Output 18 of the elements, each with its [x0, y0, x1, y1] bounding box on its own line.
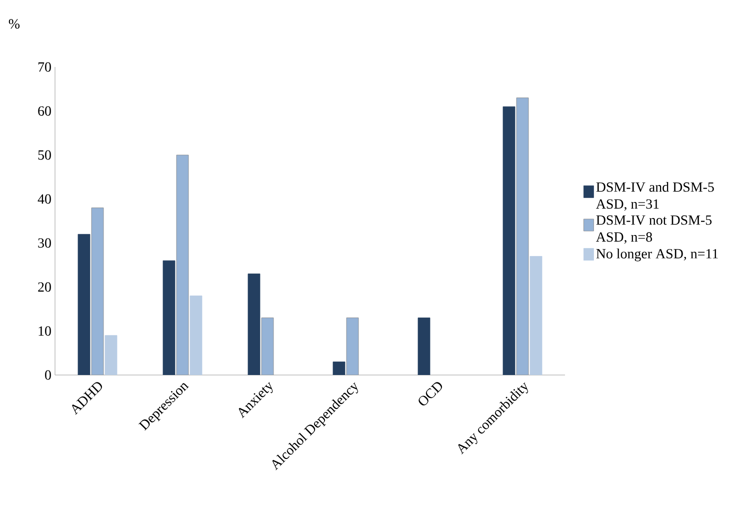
bar [92, 208, 104, 375]
bar [176, 155, 188, 375]
y-tick-label: 50 [38, 150, 51, 160]
legend-label: No longer ASD, n=11 [596, 248, 718, 262]
legend-label: DSM-IV and DSM-5 ASD, n=31 [596, 182, 714, 211]
y-tick-label: 60 [38, 106, 51, 116]
legend-label: DSM-IV not DSM-5 ASD, n=8 [596, 215, 712, 244]
y-tick-label: 0 [45, 370, 51, 380]
y-tick-label: 70 [38, 62, 51, 72]
bar [346, 318, 358, 375]
y-tick-label: 40 [38, 194, 51, 204]
y-tick-label: 30 [38, 238, 51, 248]
bar [262, 318, 274, 375]
x-tick-label: OCD [418, 382, 442, 406]
y-tick-label: 20 [38, 282, 51, 292]
bar [516, 98, 529, 375]
y-tick-label: 10 [38, 326, 51, 336]
y-axis-title: % [8, 19, 20, 29]
